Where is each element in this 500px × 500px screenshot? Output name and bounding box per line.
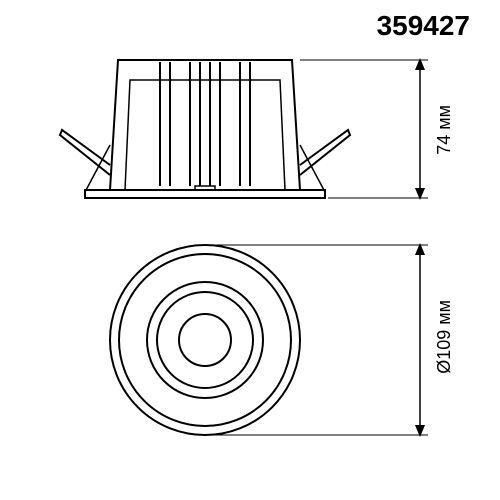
height-label: 74 мм bbox=[434, 105, 455, 155]
diagram-container: 359427 bbox=[0, 0, 500, 500]
side-view bbox=[60, 60, 350, 198]
dimension-arrows bbox=[210, 58, 428, 437]
top-view bbox=[110, 245, 300, 435]
technical-drawing bbox=[0, 0, 500, 500]
diameter-label: Ø109 мм bbox=[434, 300, 455, 374]
